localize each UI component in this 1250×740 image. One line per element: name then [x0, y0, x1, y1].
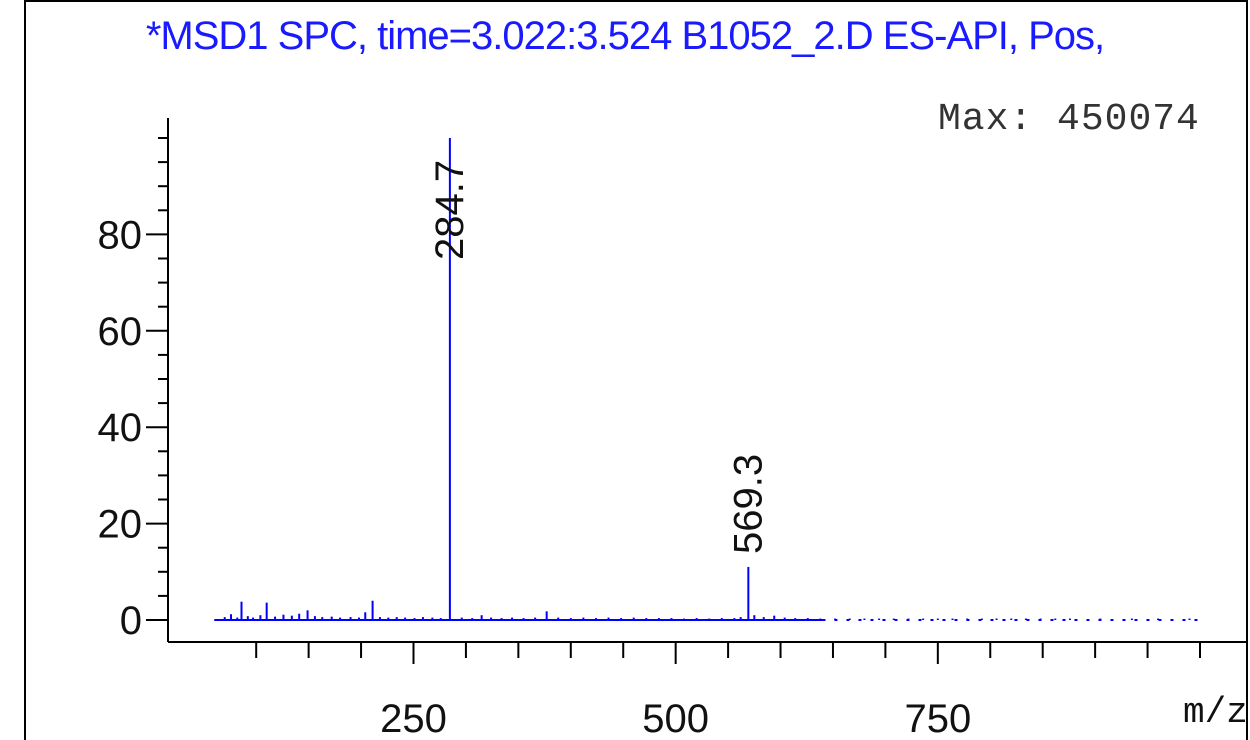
x-tick-label: 500: [642, 697, 709, 740]
tick-labels: 0 20 40 60 80 250 500 750 284.7 569.3: [98, 160, 972, 740]
max-readout: Max: 450074: [938, 98, 1200, 141]
x-axis-unit: m/z: [1183, 692, 1248, 733]
plot-frame: [24, 0, 1248, 740]
max-value: 450074: [1057, 98, 1200, 141]
y-tick-label: 80: [98, 213, 143, 257]
x-tick-label: 750: [904, 697, 971, 740]
max-label: Max:: [938, 98, 1034, 141]
chart-title: *MSD1 SPC, time=3.022:3.524 B1052_2.D ES…: [145, 14, 1105, 58]
y-tick-label: 0: [120, 599, 142, 643]
peak-label: 569.3: [726, 454, 770, 554]
axes: [167, 118, 1248, 643]
spectrum-marks: [214, 138, 1200, 621]
peak-label: 284.7: [428, 160, 472, 260]
y-tick-label: 20: [98, 503, 143, 547]
y-tick-label: 40: [98, 406, 143, 450]
ticks: [146, 137, 1201, 664]
y-tick-label: 60: [98, 310, 143, 354]
x-tick-label: 250: [380, 697, 447, 740]
